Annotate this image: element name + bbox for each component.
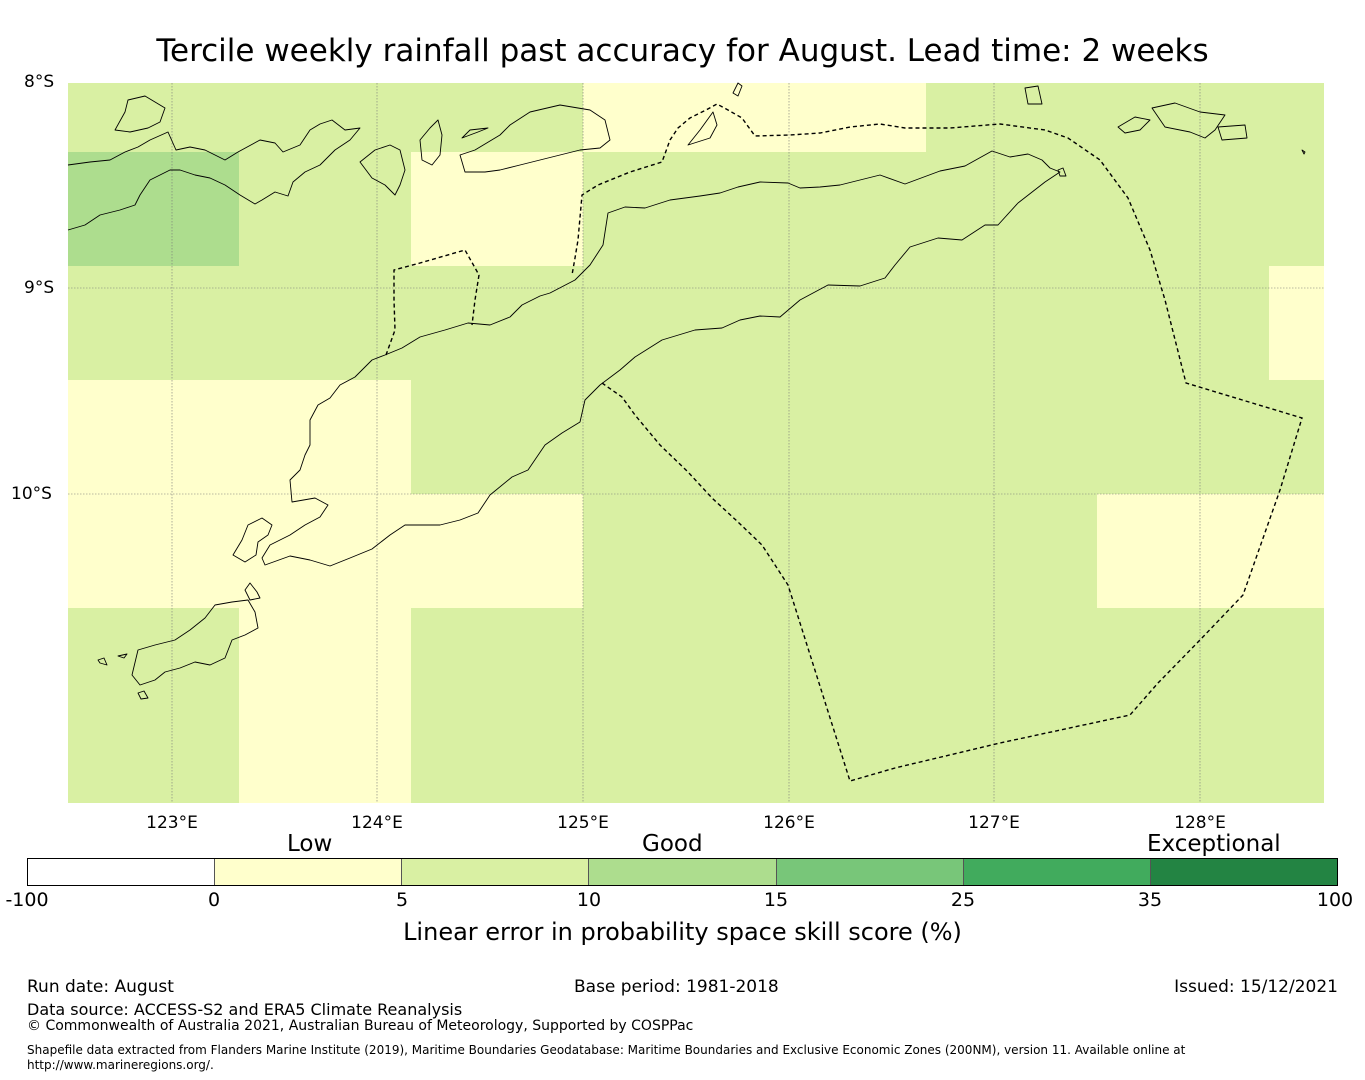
colorbar-tick: 15 [763,889,789,911]
lon-label-124e: 124°E [351,813,403,833]
shapefile-note: Shapefile data extracted from Flanders M… [27,1043,1186,1072]
north-islet-5 [1217,124,1248,141]
colorbar-tick: 0 [207,889,221,911]
flores-coastline [67,119,361,231]
colorbar-segment [28,859,216,885]
graticule [68,83,1324,803]
lon-label-123e: 123°E [146,813,198,833]
grid-cell-low [239,608,411,803]
rote-coastline [131,599,259,686]
skill-grid [68,83,1324,803]
grid-cell-low [68,494,583,608]
data-source: Data source: ACCESS-S2 and ERA5 Climate … [27,1000,463,1019]
colorbar-segment [963,859,1151,885]
issued-date: Issued: 15/12/2021 [1174,977,1338,997]
pantar-coastline [419,119,443,166]
east-tip-islet [1057,167,1067,177]
north-islet-1 [114,95,166,133]
ndao-coastline [97,657,108,666]
grid-cell-good-high [68,152,239,266]
map-title: Tercile weekly rainfall past accuracy fo… [156,33,1209,69]
colorbar-tick: 5 [395,889,409,911]
grid-cell-low [411,152,583,266]
semau-coastline [232,517,273,563]
colorbar-tick: 10 [576,889,602,911]
north-islet-4 [1151,102,1226,139]
colorbar-segment [1150,859,1337,885]
oecusse-eez-boundary [385,249,480,356]
timor-leste-eez-boundary [571,103,1303,782]
colorbar-tick: 35 [1137,889,1163,911]
alor-coastline [359,144,406,196]
colorbar-segment [215,859,403,885]
north-islet-2 [1024,85,1043,105]
colorbar [27,858,1338,886]
lon-label-125e: 125°E [557,813,609,833]
colorbar-segment [776,859,964,885]
rote-islet-1 [244,582,261,601]
colorbar-tick: 25 [950,889,976,911]
base-period: Base period: 1981-2018 [574,977,779,997]
colorbar-label: Linear error in probability space skill … [403,918,962,946]
grid-cell-low [583,83,926,152]
wetar-coastline [459,104,611,173]
atauro-coastline [687,111,718,146]
lon-label-127e: 127°E [968,813,1020,833]
ndao-coastline-2 [137,690,149,700]
colorbar-tick: 100 [1316,889,1354,911]
run-date: Run date: August [27,977,174,997]
lon-label-128e: 128°E [1174,813,1226,833]
grid-cell-low [1097,494,1324,608]
skill-map [67,82,1324,803]
lon-label-126e: 126°E [763,813,815,833]
colorbar-category-low: Low [287,831,333,857]
grid-cell-low [68,380,411,494]
lat-label-9s: 9°S [24,278,55,298]
timor-coastline [261,150,1061,567]
maritime-boundaries [385,103,1303,782]
colorbar-tick: -100 [5,889,49,911]
copyright: © Commonwealth of Australia 2021, Austra… [27,1018,694,1034]
colorbar-segment [589,859,777,885]
colorbar-category-exceptional: Exceptional [1147,831,1281,857]
colorbar-segment [402,859,590,885]
ndao-islet [117,653,128,659]
coastlines [67,82,1306,700]
lat-label-10s: 10°S [11,484,52,504]
north-islet-6 [461,127,489,139]
grid-cell-low [1269,266,1324,380]
lat-label-8s: 8°S [24,72,55,92]
east-dot-islet [1301,149,1306,155]
top-islet [732,82,743,97]
colorbar-category-good: Good [642,831,703,857]
north-islet-3 [1117,116,1151,134]
